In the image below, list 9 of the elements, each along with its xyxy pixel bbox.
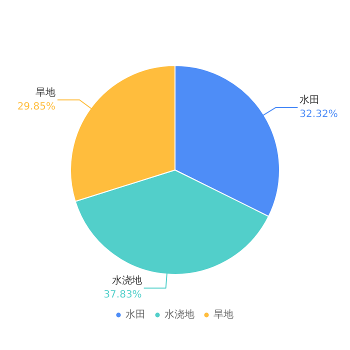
data-label: 32.32% (300, 109, 338, 120)
data-label: 37.83% (104, 290, 142, 301)
legend-label: 水浇地 (164, 308, 194, 321)
slice-label: 水浇地 (112, 274, 142, 287)
slice-label: 水田 (300, 94, 320, 106)
legend-label: 水田 (126, 308, 146, 321)
legend-label: 旱地 (214, 308, 234, 321)
data-label: 29.85% (17, 101, 56, 112)
slice-label: 旱地 (35, 86, 56, 98)
